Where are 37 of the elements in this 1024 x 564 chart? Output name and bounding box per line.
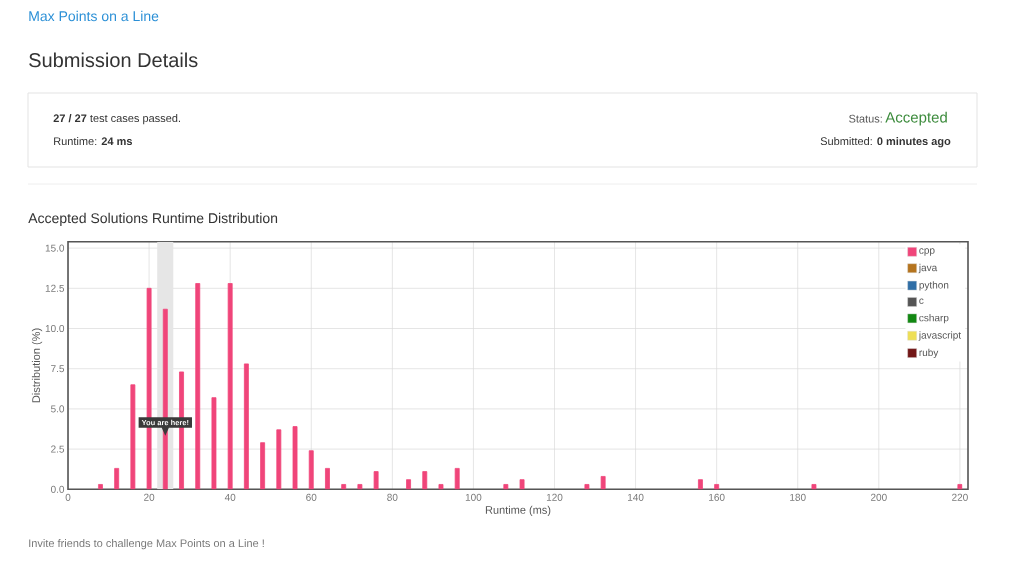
legend-label: cpp	[919, 248, 935, 256]
text: Invite friends to challenge Max Points on a Line !	[29, 539, 264, 550]
y-tick-label: 7.5	[51, 365, 65, 373]
x-tick-label: 140	[628, 493, 644, 501]
y-tick-label: 0.0	[50, 485, 65, 493]
text: Accepted	[885, 111, 947, 126]
legend-label: java	[918, 263, 938, 274]
x-tick-label: 160	[709, 493, 725, 501]
x-tick-label: 200	[870, 493, 887, 501]
legend-label: csharp	[919, 314, 949, 324]
y-tick-label: 5.0	[50, 405, 65, 413]
chart-title: Accepted Solutions Runtime Distribution	[28, 212, 278, 226]
y-tick-label: 15.0	[45, 244, 65, 252]
x-tick-label: 20	[144, 493, 155, 501]
text: 27 / 27 test cases passed.	[53, 114, 180, 125]
x-tick-label: 0	[65, 493, 71, 501]
text: Status:	[849, 114, 882, 123]
legend-label: c	[919, 298, 924, 305]
text: Max Points on a Line	[29, 10, 159, 22]
legend-label: ruby	[919, 348, 939, 359]
legend-label: javascript	[918, 331, 962, 341]
y-tick-label: 2.5	[51, 445, 65, 453]
x-tick-label: 80	[387, 493, 398, 501]
x-axis-title: Runtime (ms)	[485, 505, 551, 517]
legend-label: python	[919, 281, 949, 291]
x-tick-label: 180	[790, 493, 806, 501]
y-tick-label: 10.0	[45, 324, 65, 333]
x-tick-label: 120	[546, 493, 563, 501]
x-tick-label: 220	[952, 493, 968, 501]
text: Runtime: 24 ms	[54, 137, 133, 146]
text: Submitted: 0 minutes ago	[820, 137, 951, 148]
x-tick-label: 100	[465, 493, 482, 501]
x-tick-label: 60	[306, 493, 317, 501]
y-tick-label: 12.5	[45, 284, 65, 292]
y-axis-title: Distribution (%)	[31, 328, 43, 403]
text: Submission Details	[29, 52, 198, 68]
x-tick-label: 40	[224, 493, 236, 501]
